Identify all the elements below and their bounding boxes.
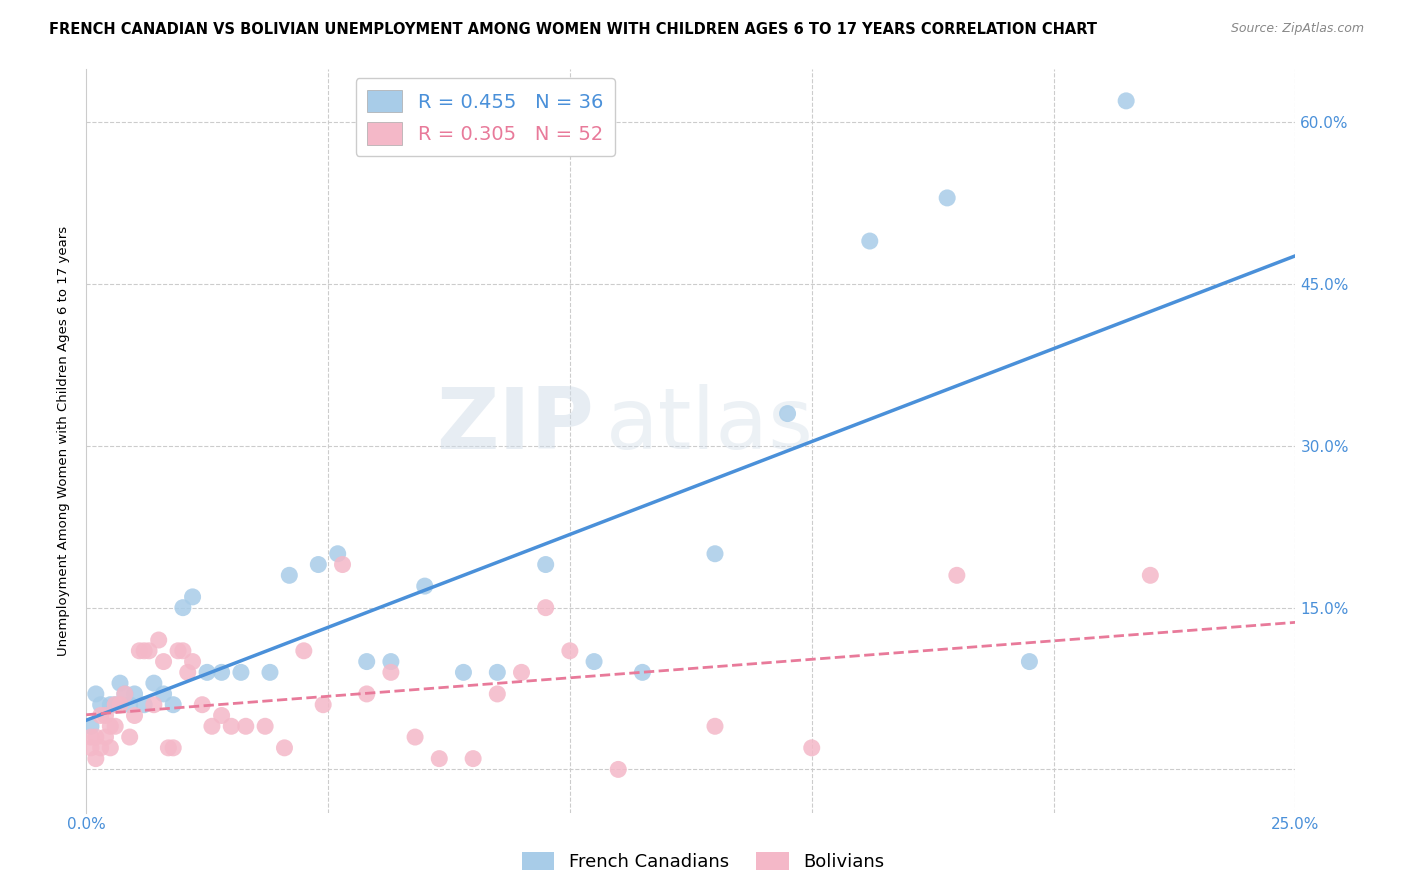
Point <box>229 665 252 680</box>
Point <box>108 698 131 712</box>
Point <box>427 751 450 765</box>
Point <box>104 698 127 712</box>
Point <box>94 730 117 744</box>
Point <box>259 665 281 680</box>
Point <box>98 719 121 733</box>
Point <box>356 687 378 701</box>
Point <box>98 698 121 712</box>
Point <box>380 655 402 669</box>
Point <box>118 730 141 744</box>
Point <box>98 740 121 755</box>
Point <box>534 600 557 615</box>
Point <box>704 547 727 561</box>
Point <box>1115 94 1137 108</box>
Point <box>134 644 156 658</box>
Point <box>486 665 509 680</box>
Point <box>152 655 174 669</box>
Point <box>380 665 402 680</box>
Text: atlas: atlas <box>606 384 814 467</box>
Point <box>463 751 485 765</box>
Point <box>104 719 127 733</box>
Point <box>172 644 194 658</box>
Point <box>172 600 194 615</box>
Point <box>114 687 136 701</box>
Point <box>631 665 654 680</box>
Point <box>292 644 315 658</box>
Point <box>177 665 200 680</box>
Y-axis label: Unemployment Among Women with Children Ages 6 to 17 years: Unemployment Among Women with Children A… <box>58 226 70 656</box>
Point <box>80 719 103 733</box>
Point <box>181 655 204 669</box>
Point <box>138 644 160 658</box>
Point <box>90 740 112 755</box>
Point <box>162 698 184 712</box>
Point <box>356 655 378 669</box>
Point <box>84 730 107 744</box>
Point <box>118 698 141 712</box>
Point <box>90 708 112 723</box>
Point <box>558 644 581 658</box>
Point <box>142 676 165 690</box>
Point <box>486 687 509 701</box>
Point <box>312 698 335 712</box>
Point <box>859 234 882 248</box>
Point <box>114 687 136 701</box>
Point <box>453 665 475 680</box>
Point <box>332 558 354 572</box>
Point <box>307 558 329 572</box>
Point <box>219 719 242 733</box>
Point <box>134 698 156 712</box>
Point <box>195 665 218 680</box>
Point <box>90 698 112 712</box>
Point <box>1139 568 1161 582</box>
Point <box>776 407 799 421</box>
Text: ZIP: ZIP <box>436 384 595 467</box>
Text: FRENCH CANADIAN VS BOLIVIAN UNEMPLOYMENT AMONG WOMEN WITH CHILDREN AGES 6 TO 17 : FRENCH CANADIAN VS BOLIVIAN UNEMPLOYMENT… <box>49 22 1097 37</box>
Point <box>142 698 165 712</box>
Point <box>1018 655 1040 669</box>
Point <box>94 708 117 723</box>
Point <box>404 730 426 744</box>
Point <box>148 633 170 648</box>
Point <box>191 698 214 712</box>
Point <box>201 719 224 733</box>
Point <box>80 740 103 755</box>
Point <box>84 751 107 765</box>
Point <box>162 740 184 755</box>
Point <box>104 698 127 712</box>
Point <box>124 687 146 701</box>
Point <box>704 719 727 733</box>
Point <box>157 740 180 755</box>
Point <box>84 687 107 701</box>
Point <box>278 568 301 582</box>
Point <box>326 547 349 561</box>
Point <box>946 568 969 582</box>
Point <box>413 579 436 593</box>
Point <box>235 719 257 733</box>
Point <box>167 644 190 658</box>
Point <box>128 644 150 658</box>
Point <box>124 708 146 723</box>
Point <box>607 763 630 777</box>
Point <box>80 730 103 744</box>
Point <box>211 665 233 680</box>
Point <box>211 708 233 723</box>
Legend: R = 0.455   N = 36, R = 0.305   N = 52: R = 0.455 N = 36, R = 0.305 N = 52 <box>356 78 614 156</box>
Point <box>936 191 959 205</box>
Point <box>108 676 131 690</box>
Point <box>254 719 277 733</box>
Point <box>534 558 557 572</box>
Point <box>273 740 295 755</box>
Point <box>583 655 606 669</box>
Point <box>181 590 204 604</box>
Text: Source: ZipAtlas.com: Source: ZipAtlas.com <box>1230 22 1364 36</box>
Point <box>152 687 174 701</box>
Point <box>510 665 533 680</box>
Legend: French Canadians, Bolivians: French Canadians, Bolivians <box>515 845 891 879</box>
Point <box>800 740 823 755</box>
